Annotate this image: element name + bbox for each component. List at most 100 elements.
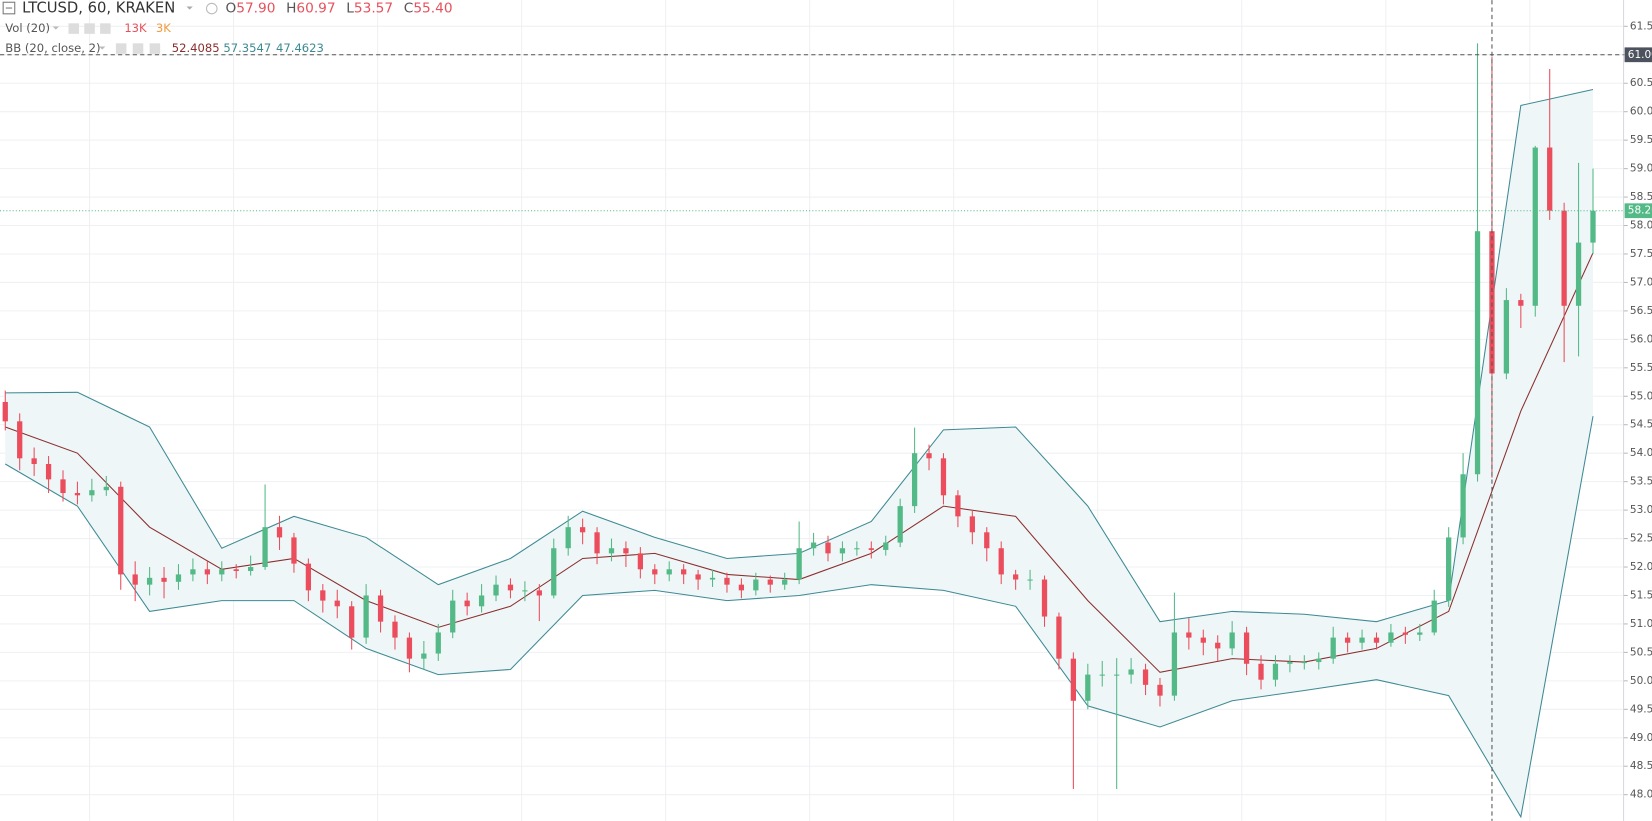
candle-body [825,542,831,554]
candle-body [926,453,932,459]
candle-body [1344,637,1351,643]
candle-body [118,486,124,575]
candle-body [738,584,745,591]
candles [2,43,1596,789]
ohlc-value: 53.57 [354,1,393,17]
y-tick-label: 60.50 [1630,77,1652,89]
eye-icon[interactable] [68,23,80,34]
bb-value: 52.4085 [172,41,220,55]
candle-body [1503,300,1510,374]
dropdown-caret[interactable] [99,46,106,50]
candle-body [17,421,23,459]
candle-body [291,537,297,564]
candle-body [1056,616,1062,659]
y-tick-label: 48.50 [1630,760,1652,772]
candle-body [1142,669,1149,685]
y-tick-label: 56.50 [1630,305,1652,317]
candle-body [1171,632,1178,696]
candle-body [349,606,355,638]
candle-body [969,516,975,533]
candle-body [2,401,8,422]
settings-icon[interactable] [84,23,95,34]
candle-body [363,595,369,638]
price-label: 58.26 [1628,205,1652,217]
bb-name: BB (20, close, 2) [5,41,100,55]
candle-body [507,584,514,591]
candle-body [103,486,109,491]
candle-body [1200,637,1206,643]
ohlc-value: 55.40 [413,1,452,17]
candle-body [334,600,340,607]
candle-body [478,595,485,607]
candle-body [74,493,81,496]
candle-body [536,590,542,596]
y-tick-label: 58.00 [1630,220,1652,232]
candle-body [190,569,196,575]
candle-body [1373,637,1380,643]
settings-icon[interactable] [205,2,218,15]
eye-icon[interactable] [115,43,127,54]
candle-body [248,567,254,572]
candle-body [767,579,773,585]
settings-icon[interactable] [132,43,144,54]
candle-body [1575,242,1582,306]
close-icon[interactable] [149,43,161,54]
candle-body [1316,658,1322,663]
candle-body [1099,674,1105,676]
ohlc-value: 60.97 [296,1,335,17]
y-tick-label: 52.00 [1630,561,1652,573]
candle-body [1013,574,1019,580]
candle-body [897,506,903,543]
candle-body [984,532,990,549]
candle-body [911,453,918,507]
candle-body [1114,674,1120,676]
y-tick-label: 61.50 [1630,20,1652,32]
candle-body [709,577,716,580]
y-tick-label: 55.50 [1630,362,1652,374]
dropdown-caret[interactable] [52,26,59,30]
candle-body [377,595,384,622]
candle-body [320,590,326,601]
collapse-icon[interactable] [2,1,16,15]
candle-body [31,458,37,465]
candle-body [406,637,413,659]
ohlc-key: C [404,1,414,17]
candle-body [305,563,312,591]
candle-body [435,632,441,654]
bb-value: 57.3547 [223,41,271,55]
y-tick-label: 57.50 [1630,248,1652,260]
candle-body [1027,579,1033,581]
candle-body [1215,642,1221,649]
candle-body [1287,662,1293,664]
close-icon[interactable] [100,23,111,34]
candle-body [1489,231,1495,374]
candle-body [1446,537,1452,601]
candle-body [854,548,860,550]
candle-body [594,532,600,554]
ohlc-key: H [286,1,296,17]
candle-body [810,542,817,549]
candle-body [868,548,874,550]
candle-body [796,548,802,580]
candle-body [233,569,239,572]
crosshair-label-box [1624,47,1652,63]
candle-body [652,569,658,575]
y-tick-label: 50.00 [1630,675,1652,687]
candle-body [1070,658,1077,701]
price-label-box [1624,203,1652,219]
y-tick-label: 53.50 [1630,476,1652,488]
candle-body [637,553,643,570]
dropdown-caret[interactable] [186,6,193,10]
candle-body [1388,632,1394,643]
volume-value: 13K [124,21,147,35]
y-tick-label: 57.00 [1630,276,1652,288]
y-tick-label: 58.50 [1630,191,1652,203]
y-tick-label: 48.00 [1630,789,1652,801]
candle-body [1128,669,1134,675]
candle-body [839,548,846,554]
candle-body [1417,632,1423,635]
